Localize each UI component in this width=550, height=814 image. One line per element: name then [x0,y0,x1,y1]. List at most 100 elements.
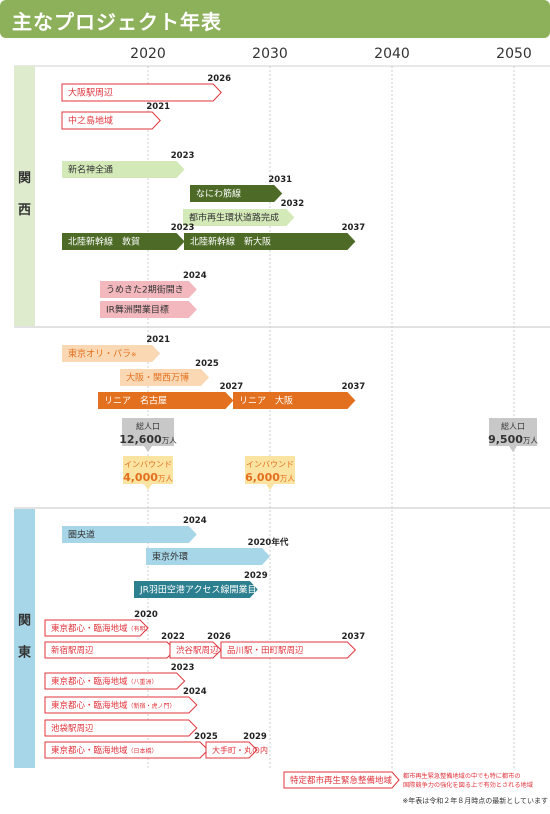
bar-label: 大阪・関西万博 [126,372,189,384]
bar-label-main: 北陸新幹線 敦賀 [68,236,140,248]
callout-value: 12,600万人 [119,433,177,446]
bar-label-main: 東京都心・臨海地域 [51,676,128,687]
callout-number: 9,500 [488,433,523,446]
bar-label-main: 大手町・丸の内 [212,745,268,755]
bar-label: 中之島地域 [68,115,113,127]
end-year-label: 2026 [207,632,231,642]
bar-label: 品川駅・田町駅周辺 [227,646,304,656]
legend-label: 特定都市再生緊急整備地域 [290,775,393,786]
region-label: 関西関 西 [18,171,31,218]
end-year-label: 2024 [183,516,207,526]
bar-chart_data-kanto-6: 品川駅・田町駅周辺 2037 [220,632,366,659]
tick-label-2050: 2050 [496,46,532,62]
bar-chart_data-kansai-0: 大阪駅周辺 2026 [61,74,231,102]
end-year-label: 2024 [183,271,207,281]
bar-shape [98,392,234,409]
bar-shape [169,641,222,659]
callout-title: インバウンド [246,460,294,469]
bar-label: なにわ筋線 [196,188,241,200]
bar-chart_data-kanto-0: 圏央道 2024 [62,516,207,543]
end-year-label: 2021 [146,335,170,345]
bar-chart_data-kanto-2: JR羽田空港アクセス線開業目標 2029 [134,571,268,598]
end-year-label: 2031 [268,175,292,185]
callout-value: 9,500万人 [488,433,538,446]
bar-label-main: 東京オリ・パラ [68,348,131,360]
callout-0: 総人口 12,600万人 [119,418,177,452]
bar-label: JR羽田空港アクセス線開業目標 [139,584,265,596]
bar-shape [220,641,357,659]
bar-chart_data-national-1: 大阪・関西万博 2025 [120,359,219,386]
callout-value: 6,000万人 [245,471,295,484]
bar-shape [205,741,258,759]
bar-label: 都市再生環状道路完成 [189,212,279,224]
bar-label-main: 大阪駅周辺 [68,87,113,99]
bar-chart_data-kansai-5: 北陸新幹線 敦賀 2023 [62,223,195,250]
end-year-label: 2023 [171,663,195,673]
region-bands: 関西関 西関東関 東 [14,65,550,768]
bar-label: 北陸新幹線 新大阪 [190,236,271,248]
callout-unit: 万人 [523,436,538,445]
bar-label-main: 東京外環 [152,551,188,563]
bar-label: 新宿駅周辺 [51,645,94,656]
bar-label-main: 東京都心・臨海地域 [51,745,128,756]
bar-label-suffix: （新宿・虎ノ門） [128,702,176,710]
callout-unit: 万人 [280,474,295,483]
callout-number: 4,000 [123,471,158,484]
tick-label-2040: 2040 [374,46,410,62]
bar-label: 東京都心・臨海地域（日本橋） [51,745,158,756]
bar-label-main: 都市再生環状道路完成 [189,212,279,224]
end-year-label: 2025 [195,359,219,369]
end-year-label: 2032 [281,199,305,209]
bar-label-main: うめきた2期街開き [106,284,184,296]
bar-chart_data-kansai-2: 新名神全通 2023 [62,151,195,178]
callout-title: 総人口 [501,421,525,431]
bar-shape [61,83,222,102]
end-year-label: 2029 [243,732,267,742]
callout-shape [123,456,173,490]
bar-shape [44,672,186,690]
end-year-label: 2021 [146,102,170,112]
bar-chart_data-kanto-11: 大手町・丸の内 2029 [205,732,268,759]
bar-shape [62,526,197,543]
callout-3: インバウンド 6,000万人 [245,456,295,490]
bar-shape [184,233,356,250]
bar-shape [100,281,197,298]
bar-label-main: 中之島地域 [68,115,113,127]
bar-chart_data-kansai-3: なにわ筋線 2031 [190,175,292,202]
callout-value: 4,000万人 [123,471,173,484]
end-year-label: 2029 [244,571,268,581]
bar-chart_data-national-0: 東京オリ・パラ※ 2021 [62,335,170,362]
end-year-label: 2020年代 [248,537,289,548]
bar-shape [183,209,295,226]
end-year-label: 2026 [207,74,231,84]
bar-label-main: 品川駅・田町駅周辺 [227,646,304,656]
bar-shape [44,696,198,714]
callout-unit: 万人 [162,436,177,445]
bar-chart_data-kanto-1: 東京外環 2020年代 [146,537,289,565]
bar-chart_data-kanto-8: 東京都心・臨海地域（新宿・虎ノ門） 2024 [44,687,207,714]
tick-label-2030: 2030 [252,46,288,62]
bar-label: 東京外環 [152,551,188,563]
bar-shape [61,111,161,130]
bar-label-suffix: （八重洲） [128,678,158,686]
bar-label: 東京都心・臨海地域（有明） [51,623,152,634]
bar-label-main: 新名神全通 [68,164,113,176]
callout-shape [122,418,174,452]
bar-shape [134,581,258,598]
bar-label-main: リニア 名古屋 [104,395,167,407]
bar-label-main: 渋谷駅周辺 [176,645,219,656]
bar-label-main: 東京都心・臨海地域 [51,700,128,711]
bar-label-main: 池袋駅周辺 [51,723,94,734]
end-year-label: 2025 [194,732,218,742]
region-band [14,509,35,768]
end-year-label: 2027 [220,382,244,392]
bar-chart_data-national-2: リニア 名古屋 2027 [98,382,243,409]
bar-label-suffix: ※ [131,351,136,359]
end-year-label: 2024 [183,687,207,697]
legend-swatch [283,771,400,789]
bar-shape [120,369,209,386]
end-year-label: 2037 [342,632,366,642]
bar-label-suffix: （日本橋） [128,747,158,755]
